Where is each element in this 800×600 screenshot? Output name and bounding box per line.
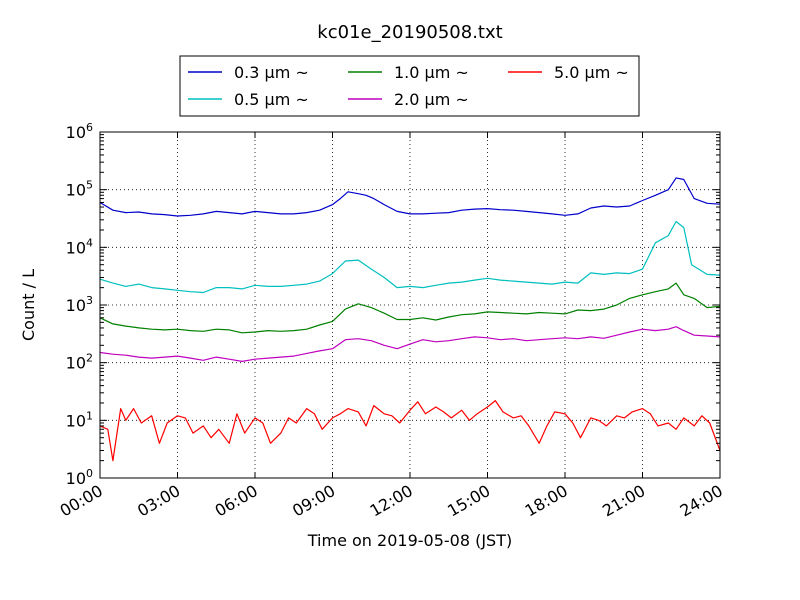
y-tick-label: 105 bbox=[66, 179, 93, 200]
y-tick-label: 104 bbox=[66, 236, 93, 257]
series-line-4 bbox=[99, 326, 721, 362]
y-tick-label: 100 bbox=[66, 467, 93, 488]
chart-title: kc01e_20190508.txt bbox=[317, 22, 502, 43]
series-line-1 bbox=[99, 177, 721, 217]
legend-label: 0.3 μm ~ bbox=[234, 63, 309, 82]
y-tick-label: 106 bbox=[66, 121, 93, 142]
series-line-5 bbox=[99, 400, 721, 462]
series-line-2 bbox=[99, 220, 721, 294]
legend-label: 5.0 μm ~ bbox=[554, 63, 629, 82]
legend-frame bbox=[179, 55, 640, 117]
y-tick-label: 101 bbox=[66, 409, 93, 430]
y-tick-label: 103 bbox=[66, 294, 93, 315]
y-tick-label: 102 bbox=[66, 352, 93, 373]
series-line-3 bbox=[99, 282, 721, 334]
y-axis-label: Count / L bbox=[19, 269, 38, 341]
legend-label: 2.0 μm ~ bbox=[394, 90, 469, 109]
series-lines bbox=[99, 177, 721, 462]
legend-label: 0.5 μm ~ bbox=[234, 90, 309, 109]
x-axis-label: Time on 2019-05-08 (JST) bbox=[307, 531, 512, 550]
legend: 0.3 μm ~ 0.5 μm ~ 1.0 μm ~ 2.0 μm ~ 5.0 μm ~ bbox=[179, 55, 640, 117]
legend-label: 1.0 μm ~ bbox=[394, 63, 469, 82]
